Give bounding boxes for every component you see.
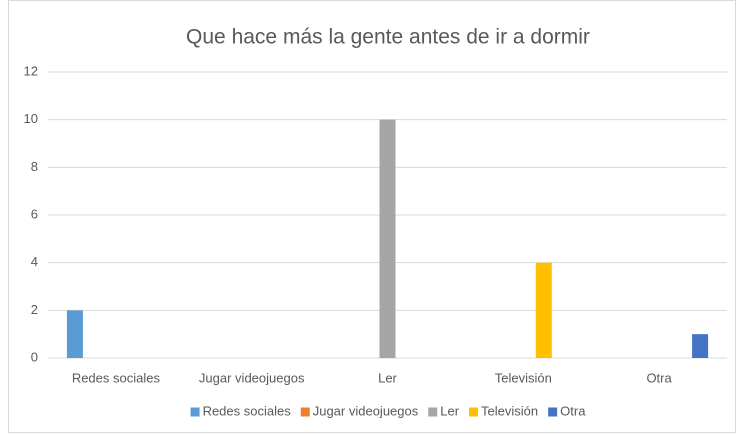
chart-frame (8, 0, 736, 433)
legend-swatch (428, 407, 438, 417)
legend-label: Jugar videojuegos (313, 403, 419, 418)
x-tick-label: Otra (646, 370, 672, 385)
legend-label: Otra (560, 403, 586, 418)
legend-label: Redes sociales (203, 403, 292, 418)
legend-swatch (469, 407, 479, 417)
chart-title: Que hace más la gente antes de ir a dorm… (186, 26, 590, 49)
bar (66, 310, 83, 358)
x-tick-label: Redes sociales (72, 370, 161, 385)
legend-label: Televisión (481, 403, 538, 418)
y-tick-label: 2 (31, 302, 38, 317)
x-tick-label: Jugar videojuegos (199, 370, 305, 385)
y-tick-label: 8 (31, 159, 38, 174)
y-tick-label: 6 (31, 206, 38, 221)
x-tick-label: Ler (378, 370, 397, 385)
bar (379, 119, 396, 359)
legend-swatch (548, 407, 558, 417)
x-tick-label: Televisión (495, 370, 552, 385)
legend-swatch (300, 407, 310, 417)
y-tick-label: 0 (31, 349, 38, 364)
legend-label: Ler (440, 403, 459, 418)
bar (692, 334, 709, 358)
y-tick-label: 12 (24, 63, 38, 78)
legend-swatch (190, 407, 200, 417)
bar (535, 262, 552, 358)
y-tick-label: 10 (24, 111, 38, 126)
y-tick-label: 4 (31, 254, 38, 269)
